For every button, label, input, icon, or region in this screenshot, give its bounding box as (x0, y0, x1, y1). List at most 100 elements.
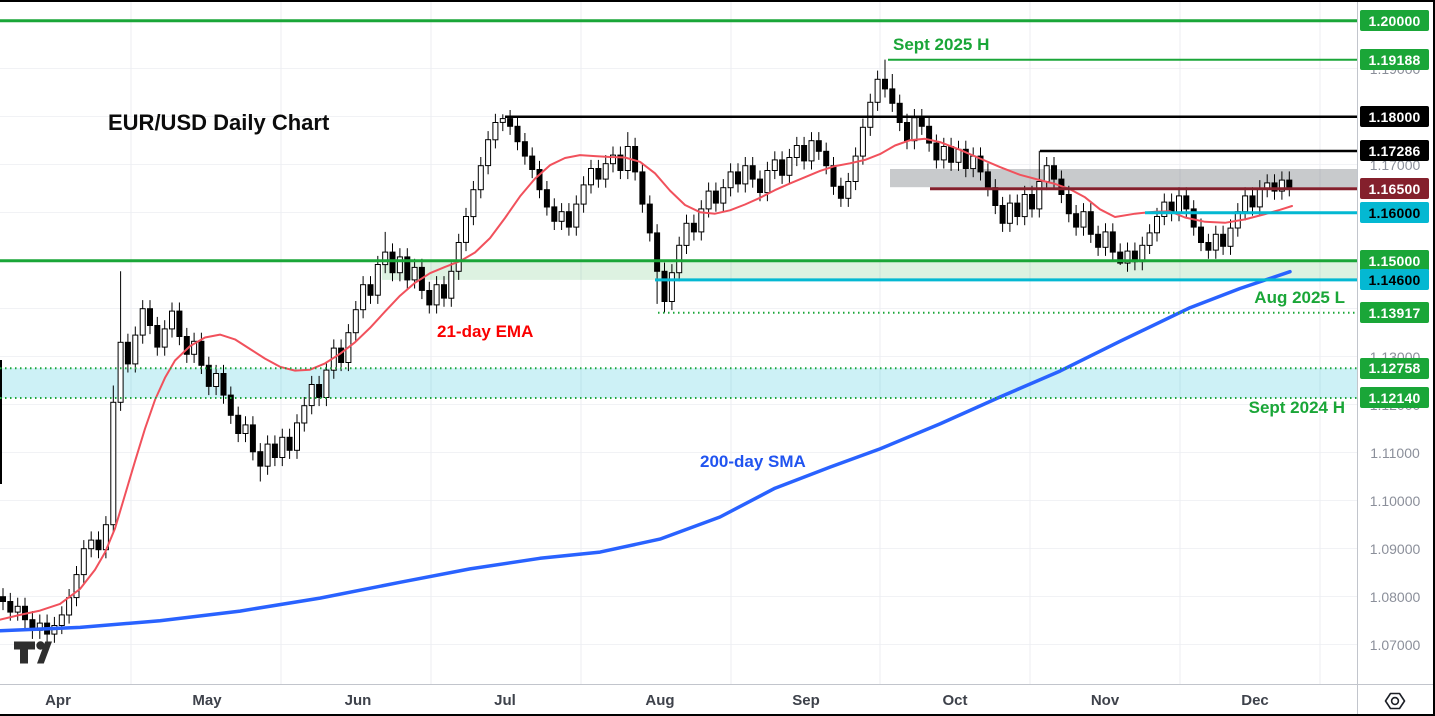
candle-body-up (455, 242, 462, 272)
candle-body-up (845, 181, 852, 199)
candle-body-up (323, 369, 330, 399)
tradingview-logo-icon (14, 641, 52, 664)
candle-body-down (757, 178, 763, 194)
candle-body-up (764, 170, 771, 194)
candle-body-down (639, 171, 646, 205)
candle-body-up (683, 222, 690, 246)
candle-body-down (1109, 231, 1116, 253)
candle-body-up (874, 78, 881, 103)
month-label-jun: Jun (344, 692, 372, 709)
candle-body-up (852, 155, 859, 183)
support-zone-green[interactable] (382, 260, 1357, 280)
candle-body-up (1242, 195, 1249, 213)
candle-body-down (1117, 251, 1124, 264)
candle-body-up (580, 184, 587, 205)
candle-body-down (779, 159, 786, 176)
price-badge-1.15000: 1.15000 (1360, 250, 1429, 272)
candle-body-down (286, 436, 293, 451)
candle-body-up (308, 384, 315, 407)
candle-body-down (0, 596, 6, 603)
candle-body-up (859, 126, 866, 157)
candle-body-down (984, 171, 991, 189)
price-badge-1.12758: 1.12758 (1360, 357, 1429, 379)
candle-body-up (1278, 179, 1285, 192)
candle-body-up (1139, 244, 1146, 263)
candle-body-up (117, 341, 124, 403)
candle-body-up (169, 310, 175, 330)
candle-body-down (507, 118, 514, 127)
candle-body-down (514, 125, 521, 143)
month-label-jul: Jul (494, 692, 516, 709)
candle-body-up (911, 117, 918, 142)
candle-body-down (521, 141, 528, 157)
month-label-sep: Sep (792, 692, 820, 709)
tradingview-logo[interactable] (13, 640, 53, 666)
candle-body-up (1227, 227, 1234, 247)
price-badge-1.12140: 1.12140 (1360, 387, 1429, 409)
candle-body-up (1043, 165, 1050, 182)
candle-body-up (771, 159, 778, 171)
price-scale[interactable]: 1.190001.170001.130001.120001.110001.100… (1357, 2, 1432, 684)
candle-body-down (198, 340, 205, 366)
candle-body-up (279, 436, 286, 458)
candle-body-up (58, 614, 65, 627)
candle-body-up (66, 597, 73, 616)
month-label-may: May (192, 692, 222, 709)
candle-body-up (301, 405, 308, 424)
candle-body-down (257, 451, 264, 467)
candle-body-down (977, 155, 984, 173)
candle-body-up (411, 266, 418, 281)
candle-body-up (727, 171, 734, 189)
candle-body-down (926, 125, 933, 144)
candle-body-up (492, 122, 499, 141)
price-badge-1.16500: 1.16500 (1360, 178, 1429, 200)
aug-2025-low-label[interactable]: Aug 2025 L (1254, 288, 1345, 307)
ema-label[interactable]: 21-day EMA (437, 322, 534, 341)
candle-body-up (1080, 211, 1087, 228)
price-badge-1.20000: 1.20000 (1360, 10, 1429, 32)
candle-body-up (786, 157, 793, 176)
resistance-zone-gray[interactable] (890, 169, 1357, 188)
candle-body-down (992, 187, 999, 206)
candle-body-down (1286, 179, 1293, 189)
candle-body-up (1146, 232, 1153, 246)
candle-body-up (463, 216, 469, 243)
candle-body-down (896, 102, 903, 124)
sept-2025-high-label[interactable]: Sept 2025 H (893, 35, 990, 54)
price-scale-settings-icon[interactable] (1383, 689, 1407, 713)
candle-body-up (477, 165, 484, 191)
candle-body-up (610, 154, 616, 165)
candle-body-down (948, 146, 955, 163)
sma-label[interactable]: 200-day SMA (700, 452, 806, 471)
ema-21-line[interactable] (0, 137, 1293, 621)
month-label-oct: Oct (942, 692, 968, 709)
candle-body-up (602, 163, 609, 180)
price-axis-label: 1.11000 (1370, 444, 1420, 461)
sept-2024-high-label[interactable]: Sept 2024 H (1248, 398, 1345, 417)
chart-canvas[interactable]: EUR/USD Daily Chart Sept 2025 H Aug 2025 … (0, 2, 1357, 684)
candle-body-down (551, 206, 558, 222)
time-axis[interactable]: Apr May Jun Jul Aug Sep Oct Nov Dec (0, 684, 1433, 714)
candle-body-down (617, 154, 624, 172)
candle-body-down (271, 443, 278, 459)
candle-body-down (690, 222, 697, 233)
candle-body-down (227, 394, 234, 416)
candle-body-down (124, 341, 131, 365)
price-badge-1.13917: 1.13917 (1360, 302, 1429, 324)
candle-body-down (426, 290, 433, 306)
candle-body-up (1006, 202, 1013, 224)
candle-body-up (88, 539, 95, 550)
candle-body-up (139, 308, 146, 336)
support-zone-blue[interactable] (0, 368, 1357, 398)
candle-body-up (110, 401, 117, 526)
candle-body-up (1036, 181, 1043, 210)
candle-body-up (470, 189, 477, 218)
month-label-nov: Nov (1090, 692, 1120, 709)
candle-body-down (933, 142, 940, 161)
candle-body-down (176, 310, 183, 338)
candle-body-down (1205, 242, 1212, 251)
candle-body-up (242, 424, 249, 434)
sma-200-line[interactable] (0, 269, 1292, 633)
price-badge-1.14600: 1.14600 (1360, 269, 1429, 291)
